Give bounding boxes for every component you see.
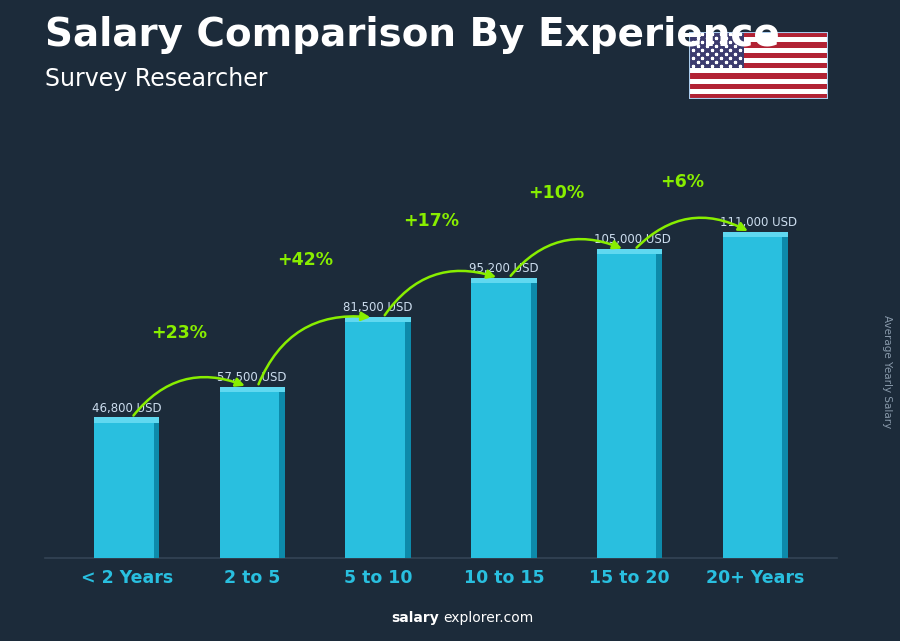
Text: Average Yearly Salary: Average Yearly Salary <box>881 315 892 428</box>
Bar <box>723 237 788 558</box>
Text: 105,000 USD: 105,000 USD <box>594 233 671 247</box>
Bar <box>688 58 828 63</box>
Text: +6%: +6% <box>661 172 705 191</box>
Text: Survey Researcher: Survey Researcher <box>45 67 267 91</box>
Text: Salary Comparison By Experience: Salary Comparison By Experience <box>45 16 779 54</box>
Bar <box>688 89 828 94</box>
Bar <box>472 283 536 558</box>
Bar <box>688 32 828 37</box>
Bar <box>220 392 285 558</box>
Bar <box>346 322 410 558</box>
Bar <box>688 74 828 79</box>
Bar <box>688 84 828 89</box>
Text: +17%: +17% <box>403 212 459 230</box>
Text: +42%: +42% <box>277 251 333 269</box>
Text: 81,500 USD: 81,500 USD <box>343 301 412 314</box>
Bar <box>220 387 285 392</box>
Bar <box>94 417 159 422</box>
Bar <box>782 237 788 558</box>
Text: salary: salary <box>392 611 439 625</box>
Bar <box>405 322 410 558</box>
Bar <box>688 63 828 69</box>
Bar <box>688 32 744 69</box>
Text: 95,200 USD: 95,200 USD <box>469 262 538 275</box>
Bar <box>688 37 828 42</box>
Bar <box>723 232 788 237</box>
Bar <box>597 254 662 558</box>
Bar <box>94 422 159 558</box>
Bar <box>472 278 536 283</box>
Text: +10%: +10% <box>528 183 585 202</box>
Bar <box>346 317 410 322</box>
Bar <box>688 69 828 74</box>
Bar <box>531 283 536 558</box>
Bar <box>688 79 828 84</box>
Text: explorer.com: explorer.com <box>444 611 534 625</box>
Text: 57,500 USD: 57,500 USD <box>217 370 287 383</box>
Text: 111,000 USD: 111,000 USD <box>720 216 797 229</box>
Bar <box>154 422 159 558</box>
Bar <box>688 47 828 53</box>
Text: +23%: +23% <box>151 324 208 342</box>
Bar <box>688 94 828 99</box>
Text: 46,800 USD: 46,800 USD <box>92 401 161 415</box>
Bar <box>656 254 662 558</box>
Bar <box>688 53 828 58</box>
Bar <box>597 249 662 254</box>
Bar <box>688 42 828 47</box>
Bar <box>279 392 285 558</box>
